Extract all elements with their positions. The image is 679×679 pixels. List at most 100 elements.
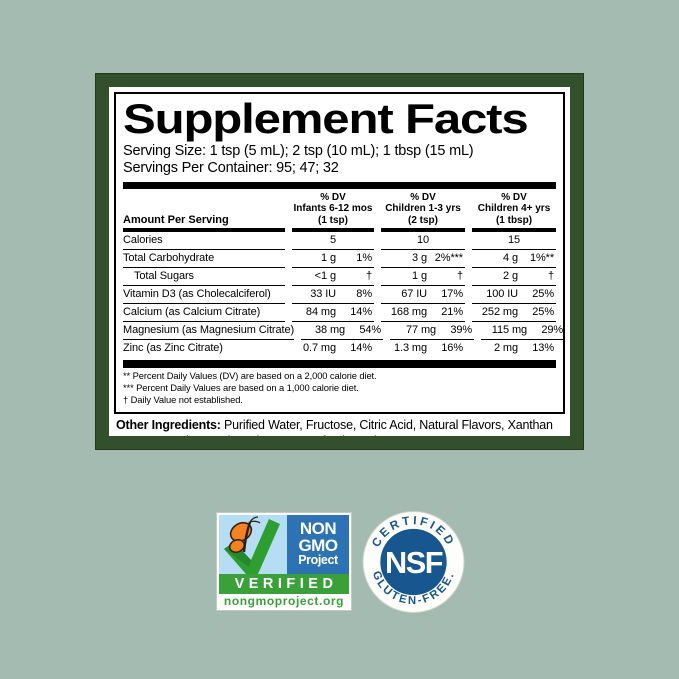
amount-value: 4 g <box>503 251 518 264</box>
dv-value: † <box>547 269 554 282</box>
amount-value: 38 mg <box>314 323 346 336</box>
serving-label: (1 tsp) <box>318 214 348 226</box>
column-header-children-1-3: % DV Children 1-3 yrs (2 tsp) <box>381 192 465 232</box>
dv-value: 39% <box>450 323 473 336</box>
value-cell: 2 g † <box>472 268 556 286</box>
servings-per-container-text: Servings Per Container: 95; 47; 32 <box>123 160 339 177</box>
amount-value: 2 g <box>503 269 518 282</box>
amount-value: 1.3 mg <box>393 341 427 354</box>
value-cell: 77 mg 39% <box>390 322 475 340</box>
value-cell: 2 mg 13% <box>472 340 556 357</box>
table-row-total-carbohydrate: Total Carbohydrate 1 g 1% 3 g 2%*** 4 g 1%*… <box>123 250 556 268</box>
amount-value: 1 g <box>321 251 336 264</box>
value-cell: 67 IU 17% <box>381 286 465 304</box>
dv-value: 1%** <box>529 251 554 264</box>
nutrient-name: Calcium (as Calcium Citrate) <box>123 304 285 322</box>
table-row-magnesium: Magnesium (as Magnesium Citrate) 38 mg 54… <box>123 322 566 340</box>
dv-value: 16% <box>441 341 463 354</box>
butterfly-icon <box>228 516 261 554</box>
table-header: Amount Per Serving % DV Infants 6-12 mos… <box>123 192 556 232</box>
dv-value: 21% <box>441 305 463 318</box>
dv-value: 25% <box>532 305 554 318</box>
value-cell: 84 mg 14% <box>292 304 374 322</box>
non-gmo-badge-top: NON GMO Project <box>219 515 349 574</box>
nutrient-name: Magnesium (as Magnesium Citrate) <box>123 322 294 340</box>
amount-value: 168 mg <box>390 305 427 318</box>
non-gmo-url: nongmoproject.org <box>223 594 345 608</box>
supplement-label: Supplement Facts Serving Size: 1 tsp (5 … <box>96 74 583 449</box>
amount-value: 84 mg <box>305 305 336 318</box>
table-row-vitamin-d3: Vitamin D3 (as Cholecalciferol) 33 IU 8% … <box>123 286 556 304</box>
calories-value: 10 <box>381 232 465 250</box>
footnotes: ** Percent Daily Values (DV) are based o… <box>123 370 556 407</box>
non-gmo-line3: Project <box>298 553 338 568</box>
dv-value: † <box>456 269 463 282</box>
amount-per-serving-header: Amount Per Serving <box>123 214 285 232</box>
value-cell: 1 g 1% <box>292 250 374 268</box>
non-gmo-line2: GMO <box>298 535 338 555</box>
dv-value: 14% <box>350 305 372 318</box>
dv-value: † <box>365 269 372 282</box>
serving-label: (1 tbsp) <box>495 214 533 226</box>
nsf-inner-circle <box>380 528 447 596</box>
nsf-center-text: NSF <box>385 545 443 580</box>
nutrient-name: Calories <box>123 232 285 250</box>
panel-title: Supplement Facts <box>123 95 529 142</box>
column-header-infants: % DV Infants 6-12 mos (1 tsp) <box>292 192 374 232</box>
amount-value: 252 mg <box>481 305 518 318</box>
amount-value: 33 IU <box>310 287 336 300</box>
nutrient-name: Total Sugars <box>123 268 285 286</box>
amount-value: 100 IU <box>486 287 518 300</box>
dv-value: 17% <box>441 287 463 300</box>
non-gmo-text-panel: NON GMO Project <box>287 515 349 574</box>
amount-value: 0.7 mg <box>302 341 336 354</box>
calories-value: 5 <box>292 232 374 250</box>
nutrient-name: Zinc (as Zinc Citrate) <box>123 341 223 354</box>
other-ingredients-label: Other Ingredients: <box>116 417 225 432</box>
amount-value: 77 mg <box>405 323 437 336</box>
amount-value: 67 IU <box>401 287 427 300</box>
calories-row: Calories 5 10 15 <box>123 232 556 250</box>
value-cell: 115 mg 29% <box>481 322 566 340</box>
value-cell: 252 mg 25% <box>472 304 556 322</box>
value-cell: 100 IU 25% <box>472 286 556 304</box>
dv-value: 29% <box>541 323 564 336</box>
amount-value: <1 g <box>314 269 336 282</box>
column-header-children-4plus: % DV Children 4+ yrs (1 tbsp) <box>472 192 556 232</box>
divider-bar-top <box>123 181 556 189</box>
dv-value: 13% <box>532 341 554 354</box>
amount-value: 115 mg <box>491 323 528 336</box>
value-cell: 1 g † <box>381 268 465 286</box>
group-label: Infants 6-12 mos <box>293 203 373 215</box>
non-gmo-sky-art <box>219 515 287 574</box>
dv-value: 54% <box>359 323 382 336</box>
value-cell: 33 IU 8% <box>292 286 374 304</box>
value-cell: 3 g 2%*** <box>381 250 465 268</box>
non-gmo-project-verified-badge: NON GMO Project VERIFIED nongmoproject.o… <box>217 513 351 610</box>
dv-value: 1% <box>356 251 372 264</box>
nutrient-name: Vitamin D3 (as Cholecalciferol) <box>123 286 285 304</box>
dv-label: % DV <box>320 191 346 203</box>
group-label: Children 4+ yrs <box>477 203 551 215</box>
amount-value: 2 mg <box>493 341 518 354</box>
dv-value: 14% <box>350 341 372 354</box>
other-ingredients-text: Purified Water, Fructose, Citric Acid, N… <box>116 417 553 448</box>
nsf-badge-art: CERTIFIED GLUTEN-FREE. NSF <box>362 510 465 614</box>
dv-value: 25% <box>532 287 554 300</box>
dv-label: % DV <box>501 191 527 203</box>
footnote: *** Percent Daily Values are based on a … <box>123 382 359 394</box>
value-cell: 4 g 1%** <box>472 250 556 268</box>
other-ingredients: Other Ingredients: Purified Water, Fruct… <box>116 417 563 448</box>
verified-band: VERIFIED <box>219 574 349 594</box>
checkmark-icon <box>224 519 280 574</box>
serving-size-text: Serving Size: 1 tsp (5 mL); 2 tsp (10 mL… <box>123 143 474 159</box>
amount-value: 3 g <box>412 251 427 264</box>
value-cell: <1 g † <box>292 268 374 286</box>
value-cell: 0.7 mg 14% <box>292 340 374 357</box>
supplement-facts-panel: Supplement Facts Serving Size: 1 tsp (5 … <box>114 92 566 414</box>
dv-label: % DV <box>410 191 436 203</box>
calories-value: 15 <box>472 232 556 250</box>
table-row-calcium: Calcium (as Calcium Citrate) 84 mg 14% 16… <box>123 304 556 322</box>
table-row-zinc: Zinc (as Zinc Citrate) 0.7 mg 14% 1.3 mg 1… <box>123 340 556 357</box>
